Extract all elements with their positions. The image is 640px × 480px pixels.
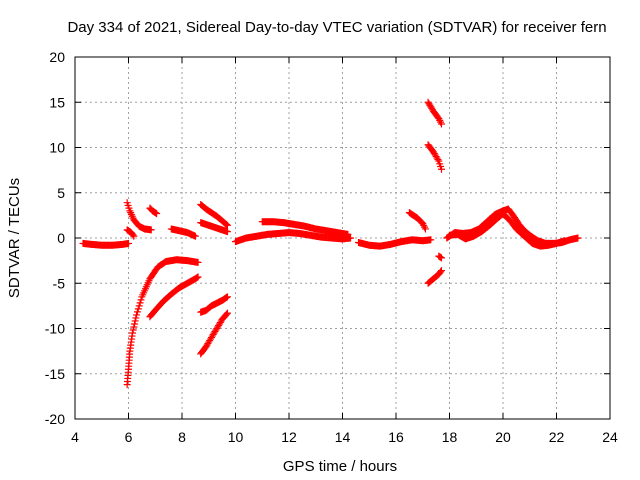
data-point (147, 226, 155, 234)
data-point (223, 221, 231, 229)
series-s16 (424, 98, 445, 128)
series-s8 (197, 201, 231, 229)
series-s5 (123, 226, 138, 240)
x-axis-label: GPS time / hours (283, 458, 397, 475)
y-tick-label: 0 (57, 230, 65, 246)
x-tick-label: 24 (602, 429, 618, 445)
series-s10 (197, 293, 231, 316)
data-point (193, 274, 201, 282)
data-point (223, 309, 231, 317)
series-s1 (79, 239, 132, 249)
y-tick-label: -20 (45, 411, 65, 427)
data-point (129, 329, 137, 337)
data-point (437, 254, 445, 262)
y-tick-label: -5 (53, 275, 66, 291)
data-point (421, 225, 429, 233)
series-s17 (424, 141, 445, 173)
data-point (134, 305, 142, 313)
series-s9 (197, 219, 231, 236)
series-s18 (424, 267, 445, 287)
series-s21 (446, 210, 569, 250)
data-point (125, 239, 132, 247)
series-s14 (355, 236, 435, 250)
series-s4 (123, 199, 155, 234)
data-point (133, 311, 141, 319)
x-tick-label: 6 (125, 429, 133, 445)
data-point (132, 314, 140, 322)
data-point (223, 310, 231, 318)
y-axis-label: SDTVAR / TECUs (6, 178, 23, 298)
data-point (223, 228, 231, 236)
data-point (574, 234, 582, 242)
data-point (223, 293, 231, 301)
data-point (437, 268, 445, 276)
series-s12 (232, 229, 355, 246)
tick-layer: 4 6 8 10 12 14 16 18 20 22 24 -20 -15 -10 -5 0 5 10 15 20 (45, 49, 618, 445)
data-point (427, 236, 435, 244)
x-tick-label: 4 (71, 429, 79, 445)
x-tick-label: 12 (281, 429, 297, 445)
series-s19 (435, 252, 445, 262)
data-point (131, 320, 139, 328)
series-s15 (405, 209, 429, 233)
grid-layer (75, 57, 610, 419)
x-tick-label: 10 (228, 429, 244, 445)
data-point (136, 299, 144, 307)
data-point (434, 156, 442, 164)
data-point (129, 231, 137, 239)
x-tick-label: 20 (495, 429, 511, 445)
data-layer (79, 98, 582, 389)
data-point (137, 296, 145, 304)
x-tick-label: 8 (178, 429, 186, 445)
series-s3 (146, 273, 202, 321)
data-point (153, 210, 161, 218)
data-point (437, 165, 445, 173)
data-point (194, 273, 202, 281)
data-point (437, 267, 445, 275)
y-tick-label: -15 (45, 366, 65, 382)
data-point (223, 221, 231, 229)
data-point (130, 323, 138, 331)
y-tick-label: 20 (49, 49, 65, 65)
data-point (437, 253, 445, 261)
y-tick-label: 5 (57, 185, 65, 201)
data-point (131, 317, 139, 325)
data-point (133, 308, 141, 316)
x-tick-label: 16 (388, 429, 404, 445)
data-point (129, 326, 137, 334)
x-tick-label: 14 (335, 429, 351, 445)
data-point (344, 230, 352, 238)
series-s13 (258, 218, 352, 238)
data-point (347, 234, 355, 242)
x-tick-label: 18 (442, 429, 458, 445)
data-point (135, 302, 143, 310)
y-tick-label: 15 (49, 94, 65, 110)
series-s7 (167, 225, 199, 240)
data-point (223, 293, 231, 301)
data-point (437, 120, 445, 128)
y-tick-label: -10 (45, 321, 65, 337)
series-s6 (146, 204, 161, 218)
series-s11 (197, 309, 231, 358)
data-point (561, 237, 569, 245)
series-s2 (123, 256, 202, 389)
data-point (130, 232, 138, 240)
chart-title: Day 334 of 2021, Sidereal Day-to-day VTE… (67, 19, 606, 36)
y-tick-label: 10 (49, 140, 65, 156)
x-tick-label: 22 (549, 429, 565, 445)
data-point (191, 232, 199, 240)
data-point (194, 258, 202, 266)
